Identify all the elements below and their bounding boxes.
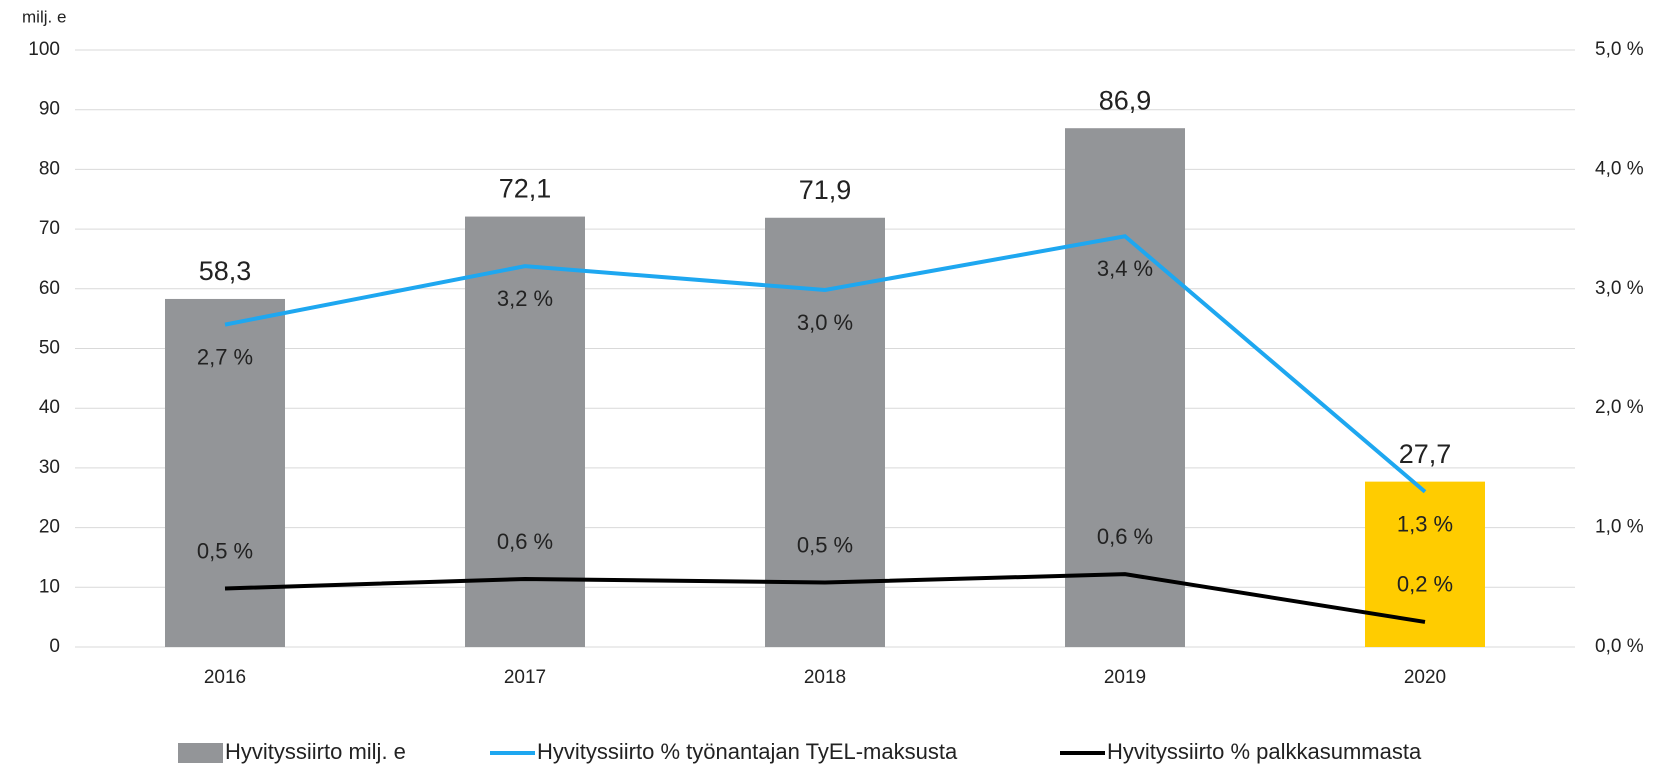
y-tick-label: 100 xyxy=(28,39,60,60)
y2-tick-label: 0,0 % xyxy=(1595,636,1644,657)
bar-value-label: 71,9 xyxy=(799,175,852,205)
x-tick-label: 2018 xyxy=(804,667,846,688)
y2-tick-label: 5,0 % xyxy=(1595,39,1644,60)
y2-tick-label: 4,0 % xyxy=(1595,158,1644,179)
line-value-label: 0,6 % xyxy=(497,529,553,554)
line-value-label: 3,4 % xyxy=(1097,256,1153,281)
legend-swatch xyxy=(178,743,223,763)
y2-tick-label: 1,0 % xyxy=(1595,517,1644,538)
line-value-label: 0,2 % xyxy=(1397,572,1453,597)
bar xyxy=(465,216,585,648)
y-tick-label: 80 xyxy=(39,158,60,179)
y-tick-label: 30 xyxy=(39,457,60,478)
y-tick-label: 40 xyxy=(39,397,60,418)
line-value-label: 0,5 % xyxy=(797,532,853,557)
y-tick-label: 60 xyxy=(39,278,60,299)
line-value-label: 2,7 % xyxy=(197,344,253,369)
line xyxy=(224,234,1427,494)
y-tick-label: 10 xyxy=(39,576,60,597)
line-value-label: 3,0 % xyxy=(797,310,853,335)
bar xyxy=(1365,481,1485,647)
legend-label: Hyvityssiirto milj. e xyxy=(225,739,406,764)
bar-value-label: 72,1 xyxy=(499,174,552,204)
legend-label: Hyvityssiirto % työnantajan TyEL-maksust… xyxy=(537,739,958,764)
bar-value-label: 86,9 xyxy=(1099,85,1152,115)
y-tick-label: 50 xyxy=(39,338,60,359)
x-tick-label: 2019 xyxy=(1104,667,1146,688)
legend-label: Hyvityssiirto % palkkasummasta xyxy=(1107,739,1422,764)
line xyxy=(224,572,1426,624)
y2-tick-label: 3,0 % xyxy=(1595,278,1644,299)
x-tick-label: 2017 xyxy=(504,667,546,688)
x-tick-label: 2016 xyxy=(204,667,246,688)
bar-value-label: 27,7 xyxy=(1399,439,1452,469)
line-value-label: 0,5 % xyxy=(197,538,253,563)
y-tick-label: 90 xyxy=(39,99,60,120)
y2-tick-label: 2,0 % xyxy=(1595,397,1644,418)
line-value-label: 3,2 % xyxy=(497,286,553,311)
line-value-label: 0,6 % xyxy=(1097,524,1153,549)
y-tick-label: 70 xyxy=(39,218,60,239)
bar xyxy=(1065,128,1185,647)
bar-value-label: 58,3 xyxy=(199,256,252,286)
y-tick-label: 0 xyxy=(49,636,60,657)
y-tick-label: 20 xyxy=(39,517,60,538)
x-tick-label: 2020 xyxy=(1404,667,1446,688)
y-axis-label: milj. e xyxy=(22,7,66,26)
line-value-label: 1,3 % xyxy=(1397,512,1453,537)
